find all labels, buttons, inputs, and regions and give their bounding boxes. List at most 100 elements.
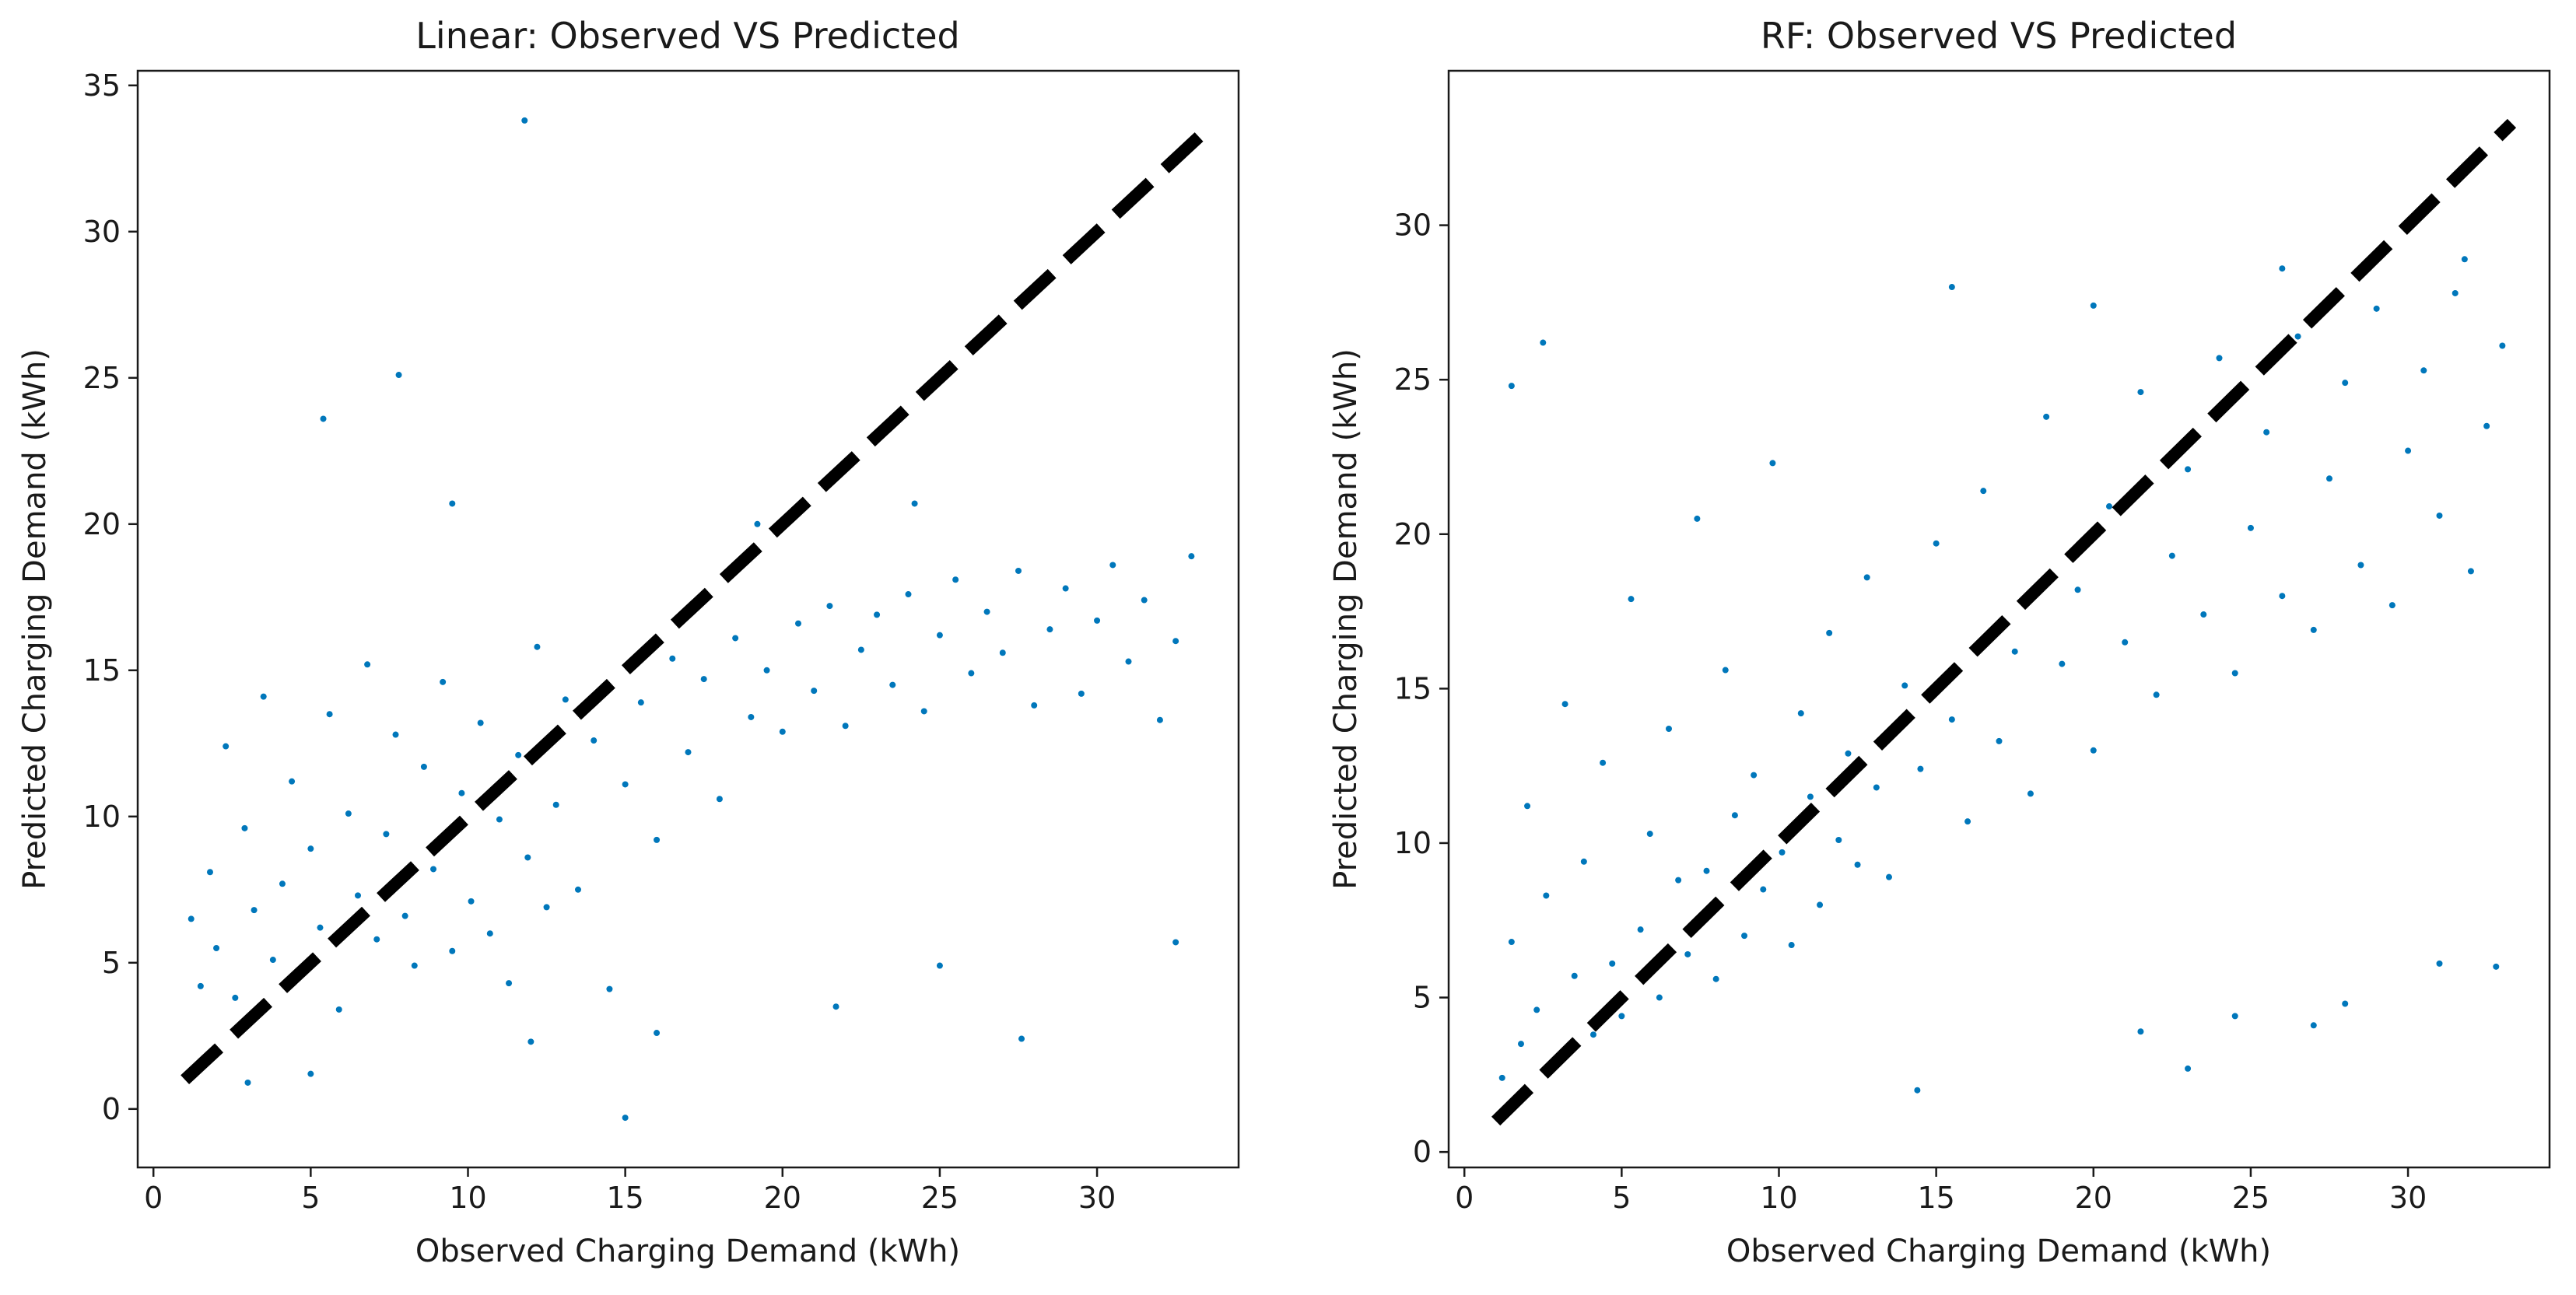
data-point xyxy=(1046,626,1053,633)
data-point xyxy=(1933,540,1940,547)
data-point xyxy=(1156,716,1163,723)
data-point xyxy=(606,985,613,992)
data-point xyxy=(1517,1041,1524,1048)
data-point xyxy=(1788,942,1795,949)
x-tick-label: 0 xyxy=(144,1181,163,1215)
data-point xyxy=(1769,460,1776,467)
data-point xyxy=(1188,553,1195,560)
data-point xyxy=(534,643,541,650)
data-point xyxy=(2106,503,2112,510)
data-point xyxy=(983,608,990,615)
data-point xyxy=(345,810,352,817)
data-point xyxy=(1741,933,1748,940)
y-tick-label: 20 xyxy=(83,507,121,541)
data-point xyxy=(1964,818,1971,825)
data-point xyxy=(874,611,881,618)
data-point xyxy=(2011,648,2018,655)
y-tick-label: 25 xyxy=(1394,362,1432,397)
data-point xyxy=(842,723,849,730)
y-tick-label: 5 xyxy=(102,946,121,980)
data-point xyxy=(1873,784,1880,791)
data-point xyxy=(1628,596,1635,603)
data-point xyxy=(2122,639,2129,646)
x-tick-label: 15 xyxy=(1917,1181,1954,1215)
data-point xyxy=(1109,562,1116,569)
data-point xyxy=(335,1006,342,1013)
chart-title-rf: RF: Observed VS Predicted xyxy=(1761,15,2237,57)
data-point xyxy=(700,676,707,683)
data-point xyxy=(1078,690,1085,697)
data-point xyxy=(2137,389,2144,396)
data-point xyxy=(2137,1028,2144,1035)
data-point xyxy=(1901,682,1908,689)
data-point xyxy=(477,719,484,726)
data-point xyxy=(2461,256,2468,263)
data-point xyxy=(1609,960,1616,967)
data-point xyxy=(2436,512,2443,519)
data-point xyxy=(197,982,204,989)
x-axis-label-linear: Observed Charging Demand (kWh) xyxy=(415,1234,960,1269)
data-point xyxy=(2090,747,2097,754)
data-point xyxy=(1580,858,1587,865)
data-point xyxy=(2263,429,2270,436)
data-point xyxy=(832,1003,839,1010)
x-tick-label: 5 xyxy=(1612,1181,1631,1215)
data-point xyxy=(2185,1065,2192,1072)
data-point xyxy=(622,1115,629,1122)
data-point xyxy=(2153,691,2160,698)
y-tick-label: 0 xyxy=(1413,1135,1432,1169)
y-tick-label: 10 xyxy=(1394,826,1432,860)
data-point xyxy=(1684,950,1691,957)
data-point xyxy=(2090,302,2097,309)
data-point xyxy=(251,907,258,914)
data-point xyxy=(591,737,598,744)
data-point xyxy=(2216,355,2223,362)
chart-title-linear: Linear: Observed VS Predicted xyxy=(415,15,959,57)
panel-rf: 0 5 10 15 20 25 30 0 5 10 15 20 25 30 RF: Observed VS… xyxy=(1328,15,2551,1269)
data-point xyxy=(2342,380,2349,387)
data-point xyxy=(1508,939,1515,946)
ticks-rf: 0 5 10 15 20 25 30 0 5 10 15 20 25 30 xyxy=(1394,208,2427,1215)
data-point xyxy=(2043,413,2050,420)
data-point xyxy=(1656,994,1663,1001)
data-point xyxy=(562,696,569,703)
x-tick-label: 0 xyxy=(1455,1181,1474,1215)
data-point xyxy=(2279,593,2286,600)
data-point xyxy=(575,886,581,893)
data-point xyxy=(1540,339,1547,346)
y-tick-label: 25 xyxy=(83,361,121,395)
reference-line-linear xyxy=(180,130,1205,1085)
data-point xyxy=(440,678,447,685)
data-point xyxy=(1854,861,1861,868)
data-point xyxy=(654,1030,661,1037)
data-point xyxy=(968,670,975,677)
x-tick-label: 25 xyxy=(921,1181,959,1215)
data-point xyxy=(392,731,399,738)
data-point xyxy=(468,898,475,905)
data-point xyxy=(543,904,550,911)
x-tick-label: 10 xyxy=(1760,1181,1797,1215)
data-point xyxy=(1018,1035,1025,1042)
data-point xyxy=(2420,367,2427,374)
data-point xyxy=(732,635,739,642)
data-point xyxy=(1508,383,1515,390)
data-point xyxy=(1948,716,1955,723)
data-point xyxy=(223,743,230,750)
y-axis-label-linear: Predicted Charging Demand (kWh) xyxy=(17,348,53,890)
data-point xyxy=(952,576,959,583)
data-point xyxy=(1141,597,1148,604)
data-point xyxy=(1618,1013,1625,1020)
data-point xyxy=(1172,939,1179,946)
data-point xyxy=(364,661,371,668)
data-point xyxy=(524,854,531,861)
data-point xyxy=(1863,574,1870,581)
data-point xyxy=(521,117,528,124)
data-point xyxy=(1779,849,1786,856)
data-point xyxy=(411,962,418,969)
x-tick-label: 15 xyxy=(606,1181,643,1215)
data-point xyxy=(1980,488,1987,495)
data-point xyxy=(2342,1000,2349,1007)
data-point xyxy=(2357,562,2364,569)
data-point xyxy=(232,994,239,1001)
